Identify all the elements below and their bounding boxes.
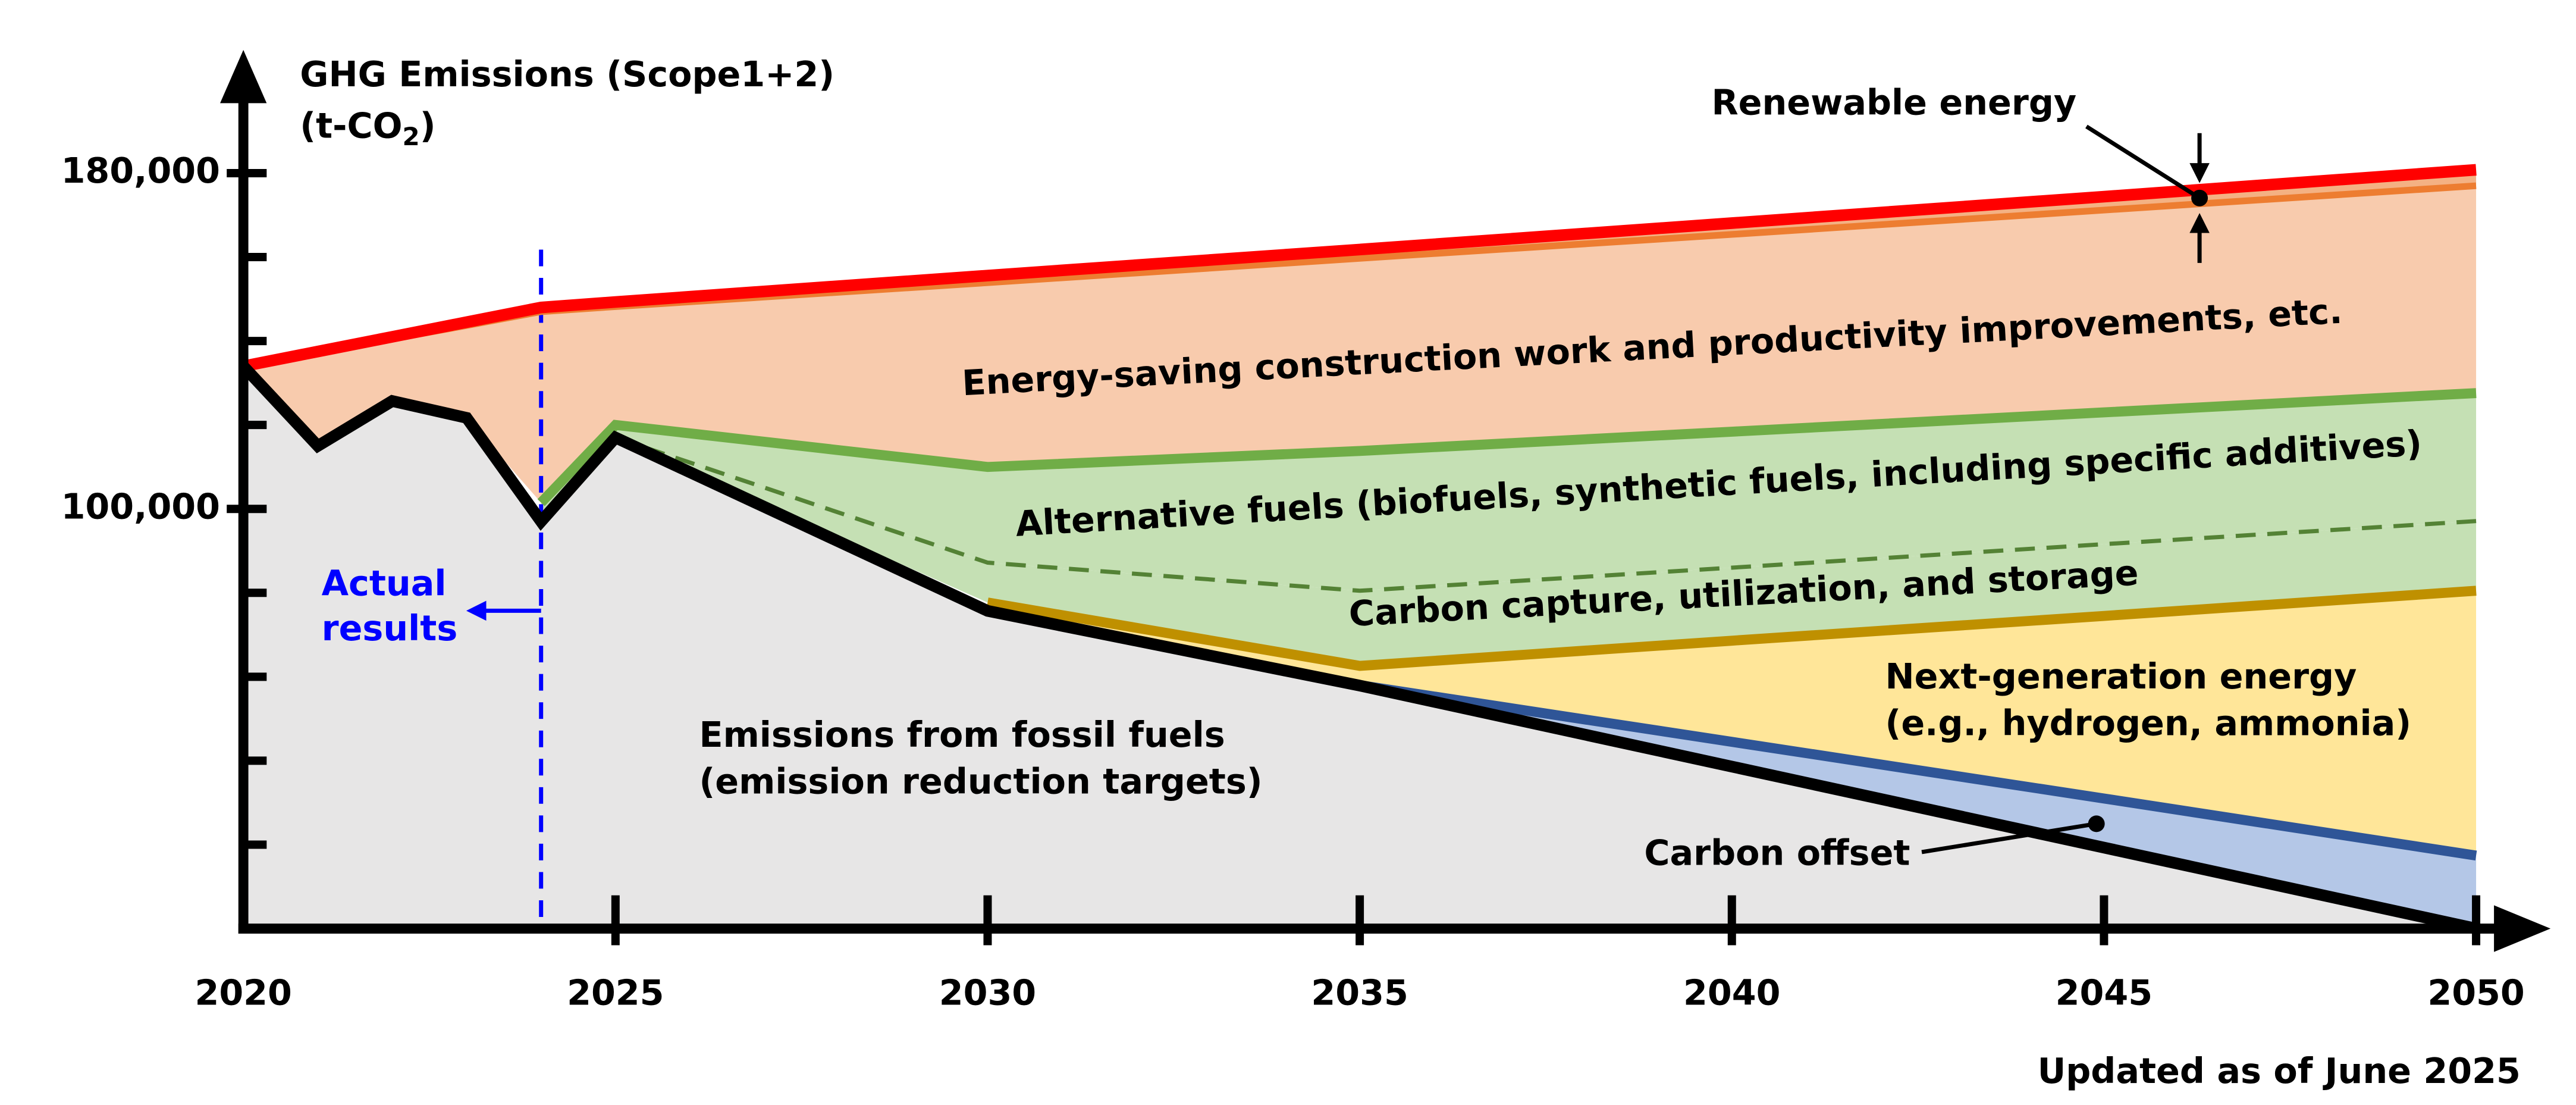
x-tick-label: 2045 [2056, 972, 2153, 1013]
area-label-group: Renewable energy [1711, 82, 2076, 123]
area [243, 366, 2477, 929]
arrow-head [466, 600, 487, 621]
series-line [614, 436, 2477, 593]
arrow-head [2189, 163, 2210, 183]
pointer-dot [2191, 189, 2208, 206]
area-label-group: Carbon offset [1644, 832, 1910, 874]
area [243, 170, 2477, 367]
x-axis-arrow [2494, 905, 2551, 952]
arrow-head [2189, 212, 2210, 233]
x-tick-label: 2040 [1683, 972, 1780, 1013]
y-axis-arrow [220, 49, 267, 104]
unit-subscript: 2 [403, 122, 420, 151]
x-tick-label: 2035 [1311, 972, 1408, 1013]
area [987, 590, 2477, 856]
area-label: (emission reduction targets) [699, 760, 1262, 802]
area [541, 393, 2477, 591]
area [243, 186, 2477, 503]
area-label-group: Next-generation energy (e.g., hydrogen, a… [1885, 656, 2412, 743]
series-line [537, 388, 2477, 506]
x-tick-label: 2050 [2427, 972, 2524, 1013]
area-label: Emissions from fossil fuels [699, 714, 1225, 755]
area-label: Renewable energy [1711, 82, 2076, 123]
area [615, 437, 2477, 666]
actual-results-label: results [322, 608, 458, 649]
pointer [2085, 124, 2201, 200]
y-axis-title: GHG Emissions (Scope1+2) [300, 54, 834, 95]
unit-part: ) [420, 105, 436, 146]
pointer [1921, 821, 2097, 854]
area-label-group: Emissions from fossil fuels (emission red… [699, 714, 1262, 802]
series-line [239, 362, 2478, 935]
y-tick-label: 180,000 [61, 150, 220, 191]
x-tick-label: 2025 [567, 972, 664, 1013]
area-label: (e.g., hydrogen, ammonia) [1885, 702, 2412, 743]
area-label: Next-generation energy [1885, 656, 2357, 697]
x-tick-label: 2030 [939, 972, 1036, 1013]
area-label: Carbon offset [1644, 832, 1910, 874]
series-line [987, 586, 2477, 671]
series-line [242, 164, 2477, 372]
footnote: Updated as of June 2025 [2038, 1050, 2521, 1091]
y-axis-unit: (t-CO2) [300, 105, 435, 151]
pointer-dot [2088, 815, 2105, 832]
y-tick-label: 100,000 [61, 486, 220, 527]
x-tick-label: 2020 [194, 972, 291, 1013]
series-line [1358, 680, 2477, 861]
unit-part: (t-CO [300, 105, 402, 146]
actual-results-label: Actual [322, 563, 447, 604]
